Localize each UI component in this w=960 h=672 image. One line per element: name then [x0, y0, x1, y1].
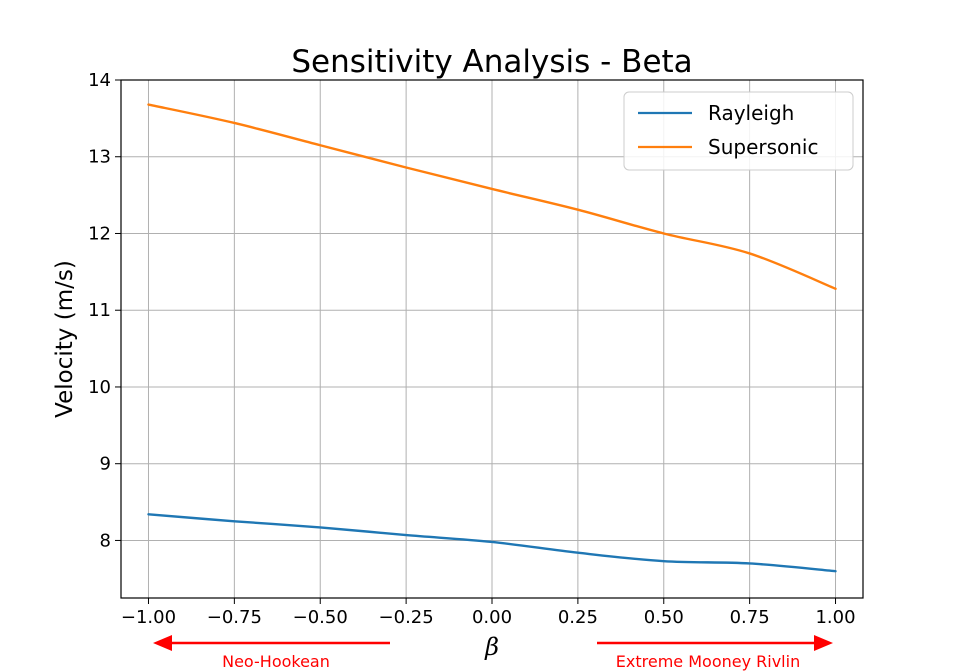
x-tick-label: 0.75 — [730, 607, 770, 628]
annotation-neo-hookean-label: Neo-Hookean — [222, 652, 330, 671]
x-ticks: −1.00 −0.75 −0.50 −0.25 0.00 0.25 0.50 0.75 1.00 — [121, 598, 856, 628]
x-tick-label: 0.25 — [558, 607, 598, 628]
y-tick-label: 12 — [88, 223, 111, 244]
y-tick-label: 9 — [100, 454, 111, 475]
annotation-extreme-mooney-rivlin: Extreme Mooney Rivlin — [597, 635, 833, 671]
y-tick-label: 10 — [88, 377, 111, 398]
series-layer — [147, 103, 837, 573]
x-tick-label: 1.00 — [815, 607, 855, 628]
y-tick-label: 8 — [100, 530, 111, 551]
right-arrow-head-icon — [814, 635, 833, 651]
left-arrow-head-icon — [153, 635, 172, 651]
y-ticks: 8 9 10 11 12 13 14 — [88, 70, 121, 551]
x-axis-label: β — [484, 633, 499, 661]
legend: Rayleigh Supersonic — [623, 91, 854, 171]
x-tick-label: 0.00 — [472, 607, 512, 628]
y-tick-label: 11 — [88, 300, 111, 321]
chart-title: Sensitivity Analysis - Beta — [291, 44, 692, 80]
x-tick-label: −0.50 — [293, 607, 348, 628]
y-tick-label: 14 — [88, 70, 111, 91]
annotation-extreme-mooney-rivlin-label: Extreme Mooney Rivlin — [616, 652, 800, 671]
y-axis-label: Velocity (m/s) — [52, 260, 78, 418]
x-tick-label: −0.75 — [207, 607, 262, 628]
y-tick-label: 13 — [88, 147, 111, 168]
x-tick-label: −1.00 — [121, 607, 176, 628]
series-line-rayleigh — [147, 513, 837, 573]
legend-label-rayleigh: Rayleigh — [708, 101, 794, 125]
x-tick-label: −0.25 — [379, 607, 434, 628]
legend-box — [623, 91, 854, 171]
annotation-neo-hookean: Neo-Hookean — [153, 635, 390, 671]
series-line-supersonic — [147, 103, 837, 290]
x-tick-label: 0.50 — [644, 607, 684, 628]
legend-label-supersonic: Supersonic — [708, 135, 818, 159]
